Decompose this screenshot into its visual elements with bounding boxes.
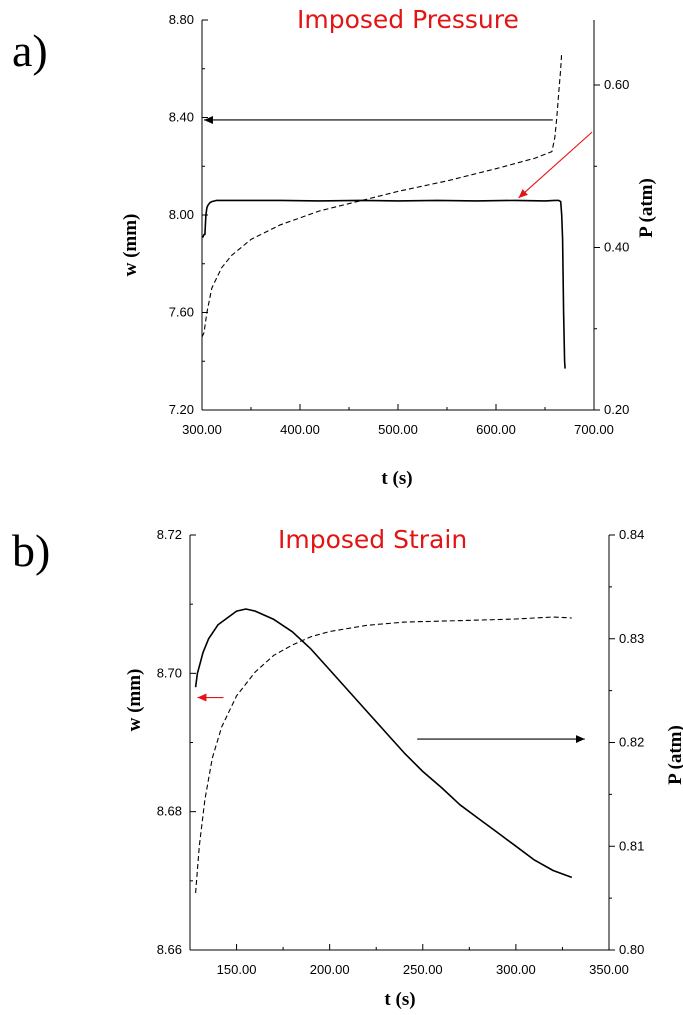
panel-a-xtick-label: 700.00 [574,422,614,437]
plot-layer: 7.20 7.60 8.00 8.40 8.80 0.20 0.40 0.60 300.00 40… [157,12,645,977]
panel-a-ytick-label: 8.40 [169,110,194,125]
panel-b-ytick-label: 8.66 [157,942,182,957]
panel-a-ytick-label: 8.80 [169,12,194,27]
panel-a-y2tick-label: 0.20 [604,402,629,417]
panel-a-ytick-label: 8.00 [169,207,194,222]
panel-b-y2tick-label: 0.84 [619,527,644,542]
panel-a-xtick-label: 400.00 [280,422,320,437]
panel-a-label: a) [12,25,48,76]
panel-b-y2tick-label: 0.82 [619,735,644,750]
panel-a-y2tick-label: 0.60 [604,77,629,92]
panel-a-series-w-line [202,199,566,369]
panel-a-arrow [518,131,593,199]
panel-a-xtick-label: 300.00 [182,422,222,437]
panel-b-xtick-label: 250.00 [403,962,443,977]
panel-a-xlabel: t (s) [381,468,412,489]
panel-a-plot: 7.20 7.60 8.00 8.40 8.80 0.20 0.40 0.60 300.00 40… [169,12,630,437]
panel-a-ylabel: w (mm) [120,214,141,277]
panel-b-xtick-label: 150.00 [217,962,257,977]
panel-b-xtick-label: 300.00 [496,962,536,977]
panel-a-y2tick-label: 0.40 [604,240,629,255]
panel-b-y2tick-label: 0.81 [619,838,644,853]
panel-a-ytick-label: 7.20 [169,402,194,417]
panel-b-plot: 8.66 8.68 8.70 8.72 0.80 0.81 0.82 0.83 0.84 150.… [157,527,645,977]
panel-b-ylabel: w (mm) [124,669,145,732]
panel-b-xtick-label: 350.00 [589,962,629,977]
panel-a-title: Imposed Pressure [297,5,519,34]
panel-b-y2tick-label: 0.80 [619,942,644,957]
panel-a-series-p-line [201,52,563,338]
panel-b-ytick-label: 8.72 [157,527,182,542]
panel-a-ytick-label: 7.60 [169,305,194,320]
panel-b-ytick-label: 8.70 [157,665,182,680]
panel-b-series-w-line [194,608,573,879]
panel-b-xtick-label: 200.00 [310,962,350,977]
panel-a-xtick-label: 600.00 [476,422,516,437]
panel-a-y2label: P (atm) [636,178,657,238]
panel-a-xtick-label: 500.00 [378,422,418,437]
panel-b-title: Imposed Strain [278,525,467,554]
panel-b-y2tick-label: 0.83 [619,631,644,646]
panel-b-xlabel: t (s) [384,989,415,1010]
panel-b-y2label: P (atm) [665,725,683,785]
panel-b-ytick-label: 8.68 [157,804,182,819]
panel-b-label: b) [12,525,50,576]
panel-b-series-p-line [195,616,572,893]
